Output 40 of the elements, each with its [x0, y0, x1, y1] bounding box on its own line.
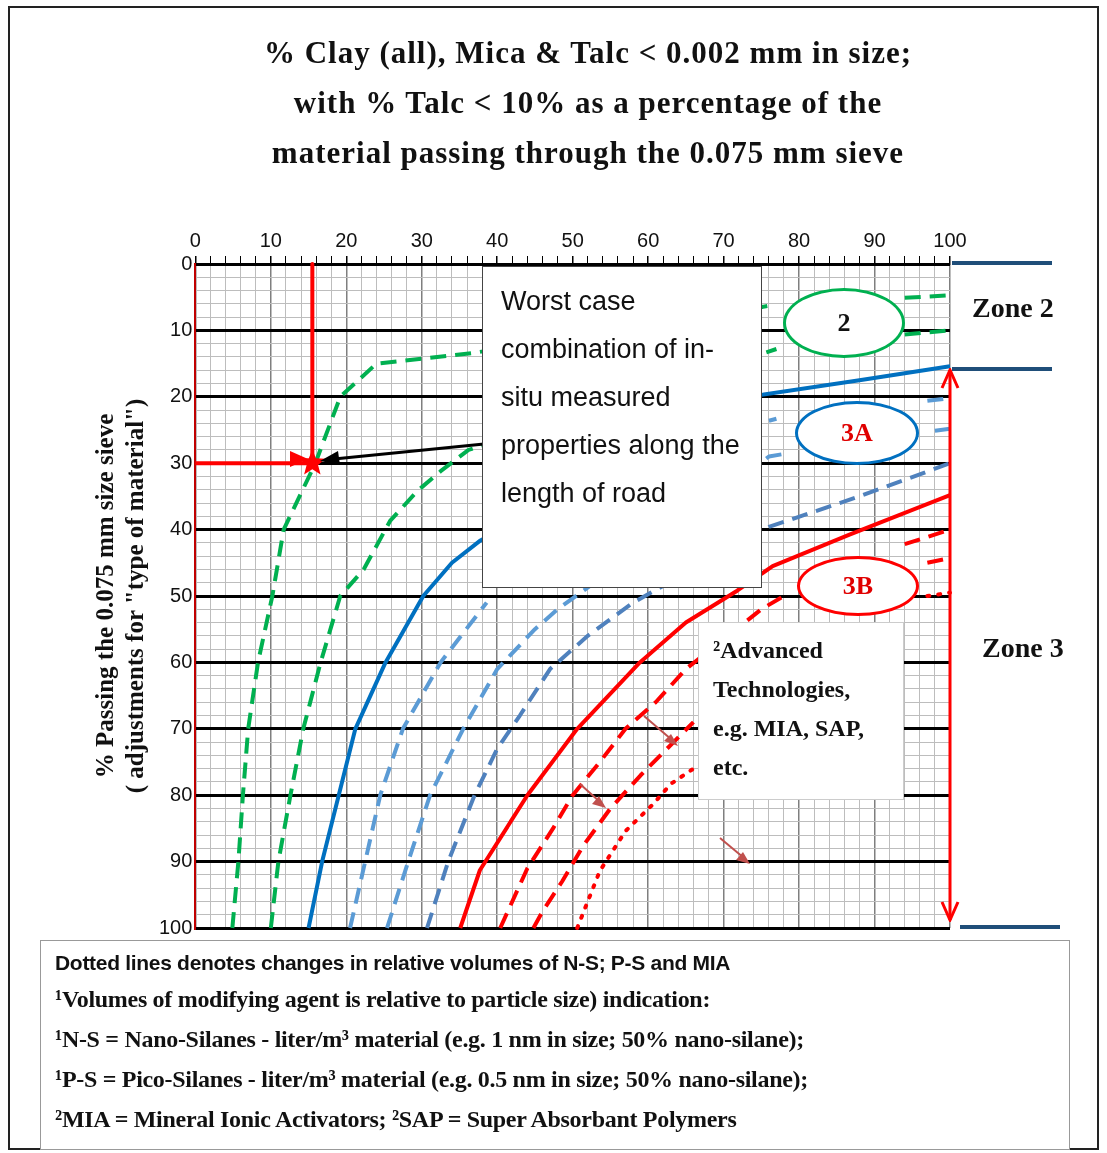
callout-box: Worst case combination of in-situ measured properties along the length of road	[482, 266, 762, 588]
y-axis-title: % Passing the 0.075 mm size sieve ( adjustments for "type of material")	[91, 398, 150, 794]
y-tick-label: 70	[170, 716, 193, 739]
y-tick-label: 60	[170, 649, 193, 672]
x-tick-label: 70	[712, 228, 735, 251]
annotation: ²Advanced Technologies, e.g. MIA, SAP, etc.	[713, 637, 865, 780]
text: ¹Volumes of modifying agent is relative to particle size) indication:	[55, 985, 712, 1014]
annotation: 3A	[841, 418, 873, 448]
text: ¹P-S = Pico-Silanes - liter/m³ material (e.g. 0.5 nm in size; 50% nano-silane);	[55, 1065, 809, 1094]
y-tick-label: 0	[181, 251, 193, 274]
x-tick-label: 10	[259, 228, 282, 251]
y-tick-label: 100	[158, 915, 193, 938]
x-tick-label: 80	[787, 228, 811, 251]
y-tick-label: 80	[170, 782, 193, 805]
x-tick-label: 30	[410, 228, 433, 251]
annotation: 3B	[842, 571, 874, 601]
y-tick-label: 30	[170, 450, 193, 473]
side-label: Zone 3	[982, 631, 1065, 665]
x-tick-label: 90	[863, 228, 886, 251]
x-tick-label: 20	[335, 228, 358, 251]
x-tick-label: 40	[486, 228, 509, 251]
y-tick-label: 10	[170, 317, 193, 340]
x-tick-label: 100	[933, 228, 967, 251]
oval-frame: 2	[783, 288, 905, 358]
oval-frame: 3A	[795, 401, 919, 465]
y-tick-label: 40	[170, 517, 193, 540]
text: ²MIA = Mineral Ionic Activators; ²SAP = Super Absorbant Polymers	[55, 1105, 738, 1134]
y-tick-label: 20	[170, 384, 193, 407]
annotation: 2	[837, 308, 851, 338]
oval-frame: 3B	[797, 556, 919, 616]
callout-box: ²Advanced Technologies, e.g. MIA, SAP, etc.	[698, 622, 904, 800]
text: ¹N-S = Nano-Silanes - liter/m³ material (e.g. 1 nm in size; 50% nano-silane);	[55, 1025, 805, 1054]
side-label: Zone 2	[972, 291, 1055, 325]
annotation: Worst case combination of in-situ measured properties along the length of road	[501, 286, 740, 508]
y-tick-label: 50	[170, 583, 193, 606]
x-tick-label: 60	[637, 228, 660, 251]
text: Dotted lines denotes changes in relative volumes of N-S; P-S and MIA	[55, 950, 732, 976]
y-tick-label: 90	[170, 849, 193, 872]
x-tick-label: 50	[561, 228, 584, 251]
chart-title: % Clay (all), Mica & Talc < 0.002 mm in size; with % Talc < 10% as a percentage of the material passing through the 0.075 mm sieve	[262, 34, 914, 172]
